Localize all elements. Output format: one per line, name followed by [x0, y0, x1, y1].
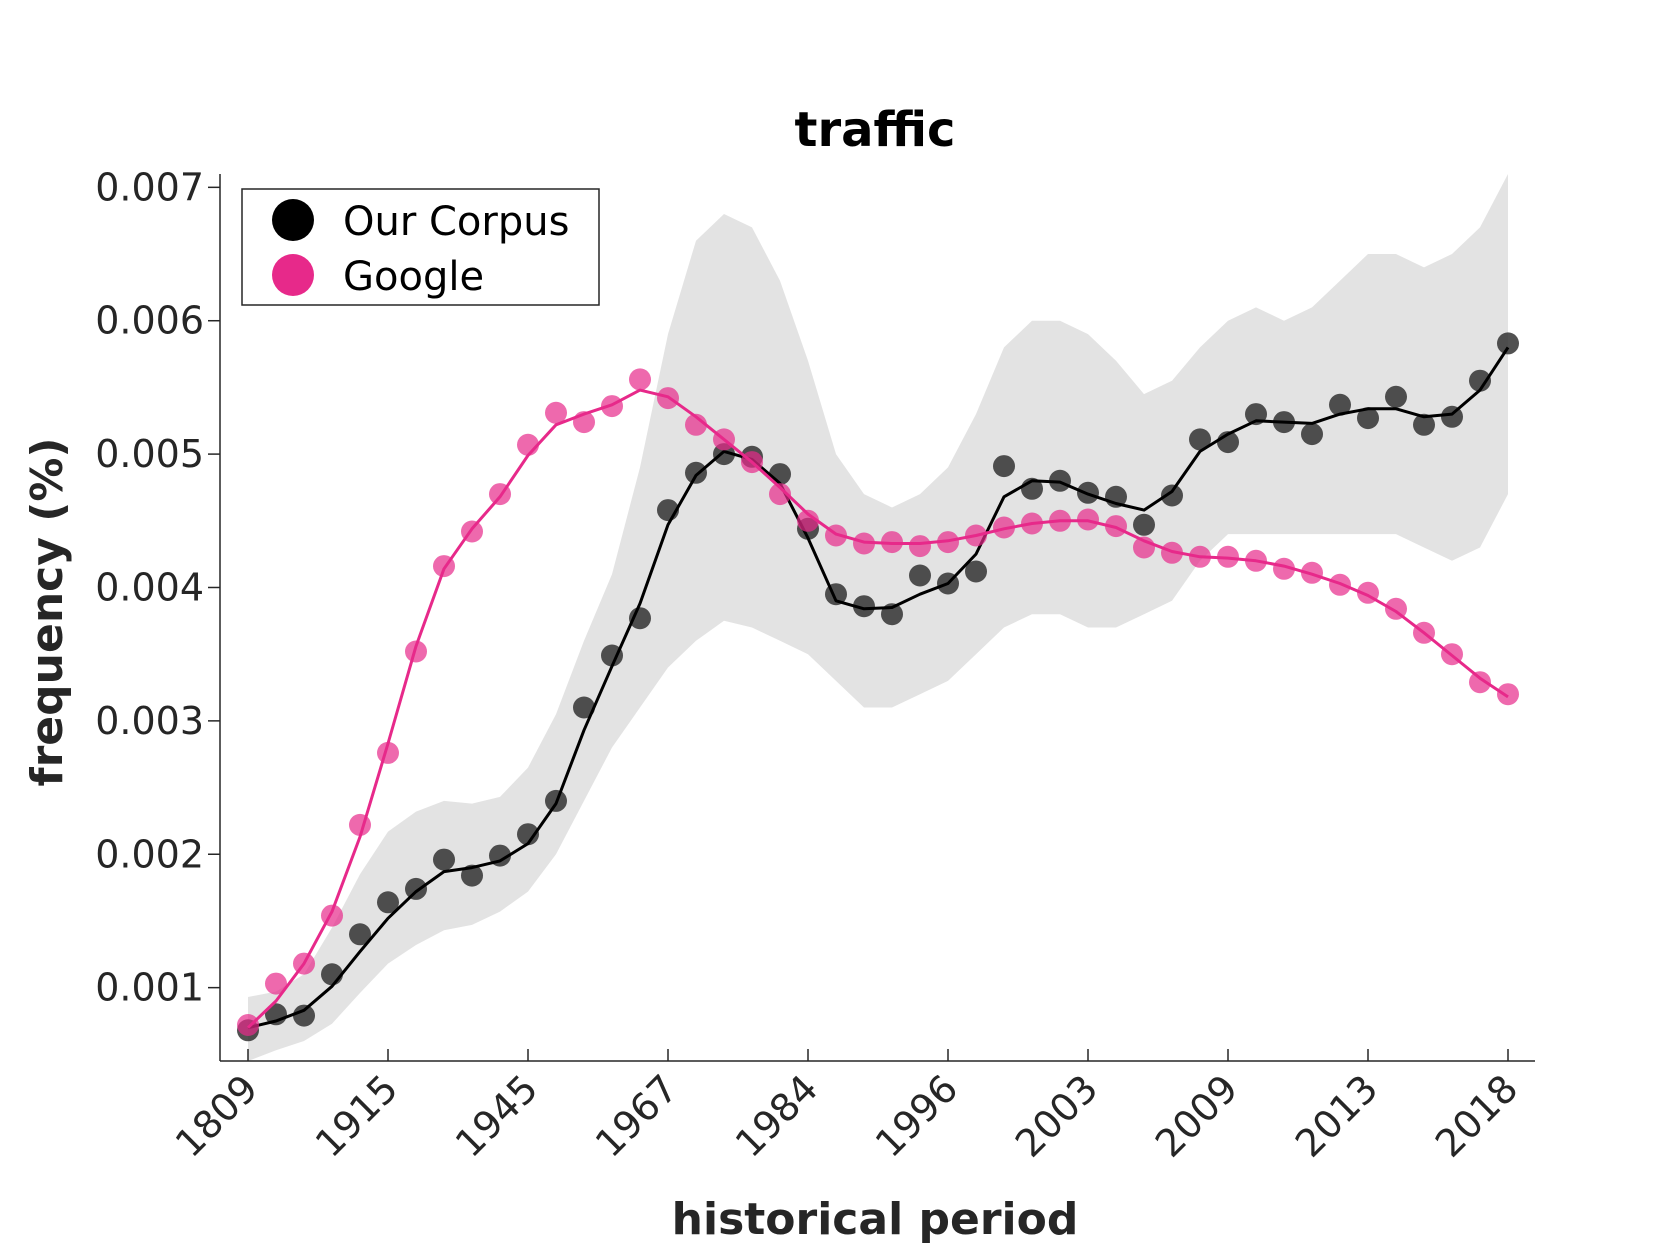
y-tick-label: 0.005 — [95, 432, 204, 476]
corpus-point — [909, 564, 931, 587]
y-axis-title: frequency (%) — [22, 437, 73, 786]
y-tick-label: 0.006 — [95, 299, 204, 343]
google-point — [545, 401, 567, 424]
chart-title: traffic — [795, 102, 956, 158]
y-ticks: 0.001 0.002 0.003 0.004 0.005 0.006 0.007 — [95, 165, 220, 1010]
corpus-point — [293, 1004, 315, 1027]
corpus-point — [573, 696, 595, 719]
corpus-point — [1385, 385, 1407, 408]
google-point — [629, 368, 651, 391]
corpus-point — [1329, 393, 1351, 416]
y-tick-label: 0.003 — [95, 699, 204, 743]
legend-marker-corpus — [272, 199, 314, 241]
corpus-point — [1497, 332, 1519, 355]
corpus-point — [993, 455, 1015, 478]
google-point — [685, 413, 707, 436]
legend-label-corpus: Our Corpus — [343, 199, 569, 245]
google-series — [237, 368, 1519, 1036]
google-point — [237, 1014, 259, 1036]
corpus-point — [1189, 428, 1211, 451]
corpus-point — [517, 823, 539, 846]
google-point — [265, 972, 287, 995]
google-point — [797, 509, 819, 532]
corpus-point — [601, 644, 623, 667]
corpus-point — [349, 923, 371, 946]
y-tick-label: 0.007 — [95, 165, 204, 209]
corpus-point — [377, 891, 399, 914]
corpus-point — [1133, 513, 1155, 536]
google-point — [909, 535, 931, 558]
google-point — [1273, 557, 1295, 580]
legend: Our Corpus Google — [241, 188, 600, 306]
corpus-point — [321, 963, 343, 986]
google-trend-line — [246, 388, 1509, 1029]
corpus-point — [1413, 413, 1435, 436]
corpus-trend-line — [247, 346, 1510, 1030]
corpus-point — [965, 560, 987, 583]
corpus-point — [685, 461, 707, 484]
corpus-point — [853, 595, 875, 618]
corpus-point — [405, 877, 427, 900]
y-tick-label: 0.001 — [95, 966, 204, 1010]
google-point — [1469, 671, 1491, 694]
corpus-point — [1161, 484, 1183, 507]
corpus-point — [433, 848, 455, 871]
corpus-point — [1357, 407, 1379, 430]
confidence-band — [248, 174, 1508, 1061]
y-tick-label: 0.002 — [95, 832, 204, 876]
corpus-point — [461, 864, 483, 887]
google-point — [769, 483, 791, 506]
corpus-point — [1301, 423, 1323, 446]
legend-label-google: Google — [343, 254, 484, 300]
corpus-point — [1469, 369, 1491, 392]
google-point — [1497, 683, 1519, 706]
x-axis-title: historical period — [672, 1194, 1079, 1245]
y-tick-label: 0.004 — [95, 565, 204, 609]
legend-marker-google — [272, 254, 314, 296]
